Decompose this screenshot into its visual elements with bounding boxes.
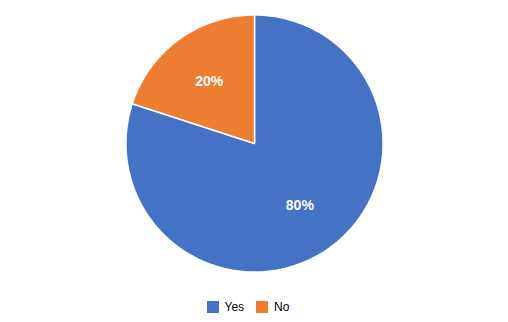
html-text:No: No: [274, 299, 290, 314]
html-text:Yes: Yes: [224, 299, 245, 314]
svg-text:80%: 80%: [286, 197, 315, 213]
svg-text:20%: 20%: [195, 73, 224, 89]
